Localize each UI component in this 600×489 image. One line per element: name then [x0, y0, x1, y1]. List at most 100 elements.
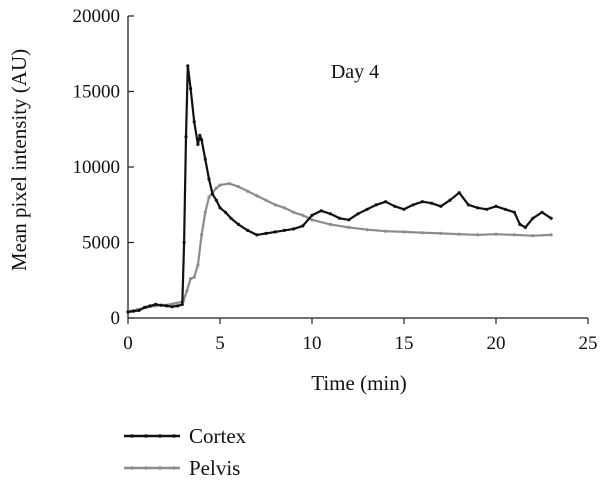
- data-point: [184, 135, 188, 139]
- y-tick-label: 10000: [73, 157, 121, 178]
- data-point: [301, 213, 305, 217]
- data-point: [192, 275, 196, 279]
- data-point: [180, 302, 184, 306]
- data-point: [246, 228, 250, 232]
- data-point: [189, 86, 193, 91]
- data-point: [374, 203, 378, 207]
- data-point: [131, 309, 136, 313]
- legend-marker: [130, 466, 134, 470]
- data-point: [356, 212, 360, 216]
- legend-marker: [144, 466, 148, 470]
- legend-marker: [144, 434, 148, 438]
- series-cortex: [126, 64, 553, 314]
- data-point: [292, 210, 296, 214]
- data-point: [255, 194, 259, 198]
- legend-item-cortex: Cortex: [124, 424, 247, 448]
- data-point: [185, 289, 189, 293]
- data-point: [420, 200, 424, 204]
- data-point: [192, 120, 196, 124]
- data-point: [448, 198, 452, 202]
- y-tick-label: 20000: [73, 6, 121, 27]
- data-point: [214, 198, 218, 202]
- series-line: [127, 64, 552, 314]
- data-point: [218, 206, 222, 210]
- y-tick-label: 5000: [82, 233, 120, 254]
- x-tick-label: 20: [487, 333, 506, 354]
- data-point: [223, 210, 228, 214]
- data-point: [485, 207, 489, 211]
- data-point: [402, 230, 406, 234]
- data-point: [126, 310, 130, 314]
- legend-marker: [158, 466, 162, 470]
- data-point: [229, 216, 233, 220]
- legend: Cortex Pelvis: [124, 424, 247, 480]
- legend-item-pelvis: Pelvis: [124, 456, 240, 480]
- data-point: [365, 228, 369, 232]
- data-point: [476, 206, 480, 210]
- data-point: [347, 225, 351, 229]
- x-tick-label: 15: [395, 333, 414, 354]
- series-line: [127, 182, 552, 313]
- data-point: [347, 218, 351, 222]
- data-point: [457, 191, 461, 195]
- data-point: [159, 303, 163, 307]
- data-point: [176, 304, 180, 308]
- data-point: [172, 302, 176, 306]
- data-point: [411, 203, 415, 207]
- chart-annotation: Day 4: [331, 61, 379, 83]
- data-point: [540, 210, 544, 214]
- data-point: [420, 231, 424, 235]
- data-point: [301, 224, 305, 228]
- data-point: [549, 216, 553, 220]
- data-point: [170, 305, 174, 309]
- data-point: [518, 222, 522, 226]
- y-axis-label: Mean pixel intensity (AU): [7, 49, 31, 271]
- data-point: [264, 231, 268, 235]
- y-tick-label: 0: [111, 308, 121, 329]
- data-point: [282, 206, 286, 210]
- data-point: [137, 308, 141, 312]
- data-point: [503, 207, 507, 211]
- data-point: [264, 198, 268, 202]
- data-point: [200, 138, 204, 142]
- data-point: [384, 200, 388, 204]
- y-ticks: 0 5000 10000 15000 20000: [73, 6, 134, 329]
- data-point: [273, 203, 277, 207]
- data-point: [255, 233, 259, 237]
- axes: 0 5000 10000 15000 20000 0 5 10 15 20 25: [73, 6, 598, 354]
- data-point: [282, 228, 286, 232]
- data-point: [384, 229, 388, 233]
- x-ticks: 0 5 10 15 20 25: [123, 318, 598, 354]
- series-pelvis: [126, 182, 553, 313]
- data-point: [214, 186, 218, 190]
- data-point: [328, 222, 332, 226]
- data-point: [310, 218, 314, 222]
- x-tick-label: 0: [123, 333, 133, 354]
- data-point: [182, 240, 186, 245]
- data-point: [523, 225, 528, 229]
- data-point: [196, 142, 200, 146]
- data-point: [402, 207, 406, 211]
- data-point: [365, 207, 369, 211]
- data-point: [196, 263, 200, 267]
- data-point: [439, 231, 443, 235]
- data-point: [143, 305, 147, 309]
- data-point: [211, 192, 215, 196]
- data-point: [338, 216, 342, 220]
- legend-label: Cortex: [189, 424, 247, 448]
- data-point: [200, 233, 204, 237]
- data-point: [328, 212, 332, 216]
- data-point: [393, 204, 397, 208]
- data-point: [457, 232, 461, 236]
- data-point: [203, 210, 207, 214]
- data-point: [292, 227, 296, 231]
- data-point: [186, 64, 190, 68]
- legend-label: Pelvis: [189, 456, 240, 480]
- data-point: [531, 234, 535, 238]
- data-point: [310, 213, 314, 217]
- x-tick-label: 5: [215, 333, 225, 354]
- data-point: [227, 182, 231, 186]
- data-point: [319, 209, 323, 213]
- data-point: [476, 233, 480, 237]
- y-tick-label: 15000: [73, 82, 121, 103]
